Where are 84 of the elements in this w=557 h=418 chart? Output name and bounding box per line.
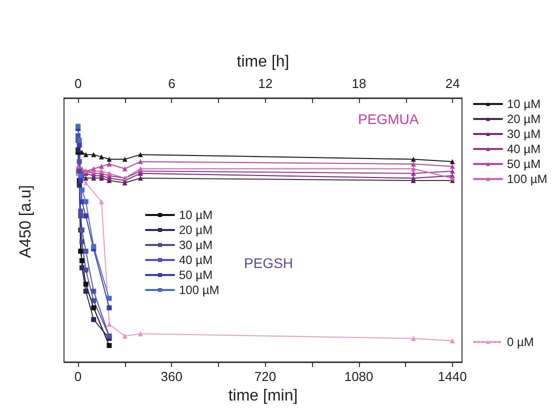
x-axis-title: time [min]	[228, 388, 298, 404]
annotation: PEGSH	[244, 255, 294, 271]
point	[79, 265, 84, 270]
point	[83, 282, 88, 287]
point	[76, 133, 81, 138]
legend-label: 50 µM	[507, 157, 541, 171]
legend-label: 10 µM	[507, 97, 541, 111]
point	[76, 159, 82, 164]
point	[410, 170, 416, 176]
x-tick-label: 1080	[344, 369, 374, 384]
x2-tick-label: 18	[352, 76, 366, 91]
legend-label: 100 µM	[179, 283, 220, 297]
legend-label: 30 µM	[507, 127, 541, 141]
y-axis-title: A450 [a.u]	[18, 184, 34, 258]
point	[83, 268, 88, 273]
point	[138, 166, 143, 172]
point	[91, 288, 96, 294]
point	[76, 142, 82, 148]
legend-label: 10 µM	[179, 208, 213, 222]
legend-label: 40 µM	[179, 253, 213, 267]
point	[78, 213, 84, 218]
point	[83, 176, 88, 181]
point	[410, 166, 416, 172]
point	[106, 170, 112, 176]
point	[450, 159, 455, 164]
point	[79, 258, 84, 264]
x2-axis-title: time [h]	[236, 54, 290, 70]
point	[106, 305, 112, 310]
point	[83, 199, 88, 204]
point	[83, 152, 88, 158]
point	[98, 164, 104, 169]
x-tick-label: 360	[160, 369, 182, 384]
x-tick-label: 0	[74, 369, 82, 384]
point	[450, 176, 455, 181]
x2-tick-label: 24	[445, 76, 460, 91]
point	[83, 213, 88, 218]
point	[98, 199, 104, 204]
legend-label: 20 µM	[507, 112, 541, 126]
point	[138, 176, 143, 181]
point	[83, 180, 88, 186]
point	[91, 298, 96, 304]
point	[78, 208, 84, 214]
x2-tick-label: 0	[74, 76, 82, 91]
point	[138, 152, 143, 158]
point	[410, 162, 416, 166]
point	[83, 288, 88, 294]
point	[106, 343, 112, 348]
point	[106, 162, 112, 166]
point	[450, 338, 455, 344]
legend-label: 0 µM	[507, 335, 534, 349]
point	[91, 305, 96, 310]
point	[410, 156, 416, 162]
point	[91, 152, 96, 158]
legend-label: 100 µM	[507, 172, 548, 186]
point	[106, 296, 112, 301]
point	[410, 336, 416, 341]
point	[450, 168, 455, 174]
point	[76, 124, 81, 129]
x-tick-label: 720	[254, 369, 276, 384]
point	[91, 244, 96, 249]
point	[106, 156, 112, 162]
point	[122, 156, 128, 162]
point	[98, 154, 104, 160]
x2-tick-label: 6	[168, 76, 176, 91]
point	[106, 322, 112, 327]
x-tick-label: 1440	[438, 369, 467, 384]
point	[76, 182, 82, 188]
legend-label: 40 µM	[507, 142, 541, 156]
point	[122, 334, 128, 339]
point	[79, 239, 84, 244]
point	[410, 176, 416, 181]
point	[79, 187, 84, 192]
x2-tick-label: 12	[258, 76, 273, 91]
point	[83, 248, 88, 254]
legend-label: 20 µM	[179, 223, 213, 237]
legend-label: 30 µM	[179, 238, 213, 252]
annotation: PEGMUA	[358, 111, 420, 127]
point	[138, 331, 143, 336]
point	[78, 248, 84, 254]
point	[450, 164, 455, 169]
point	[138, 159, 143, 164]
point	[91, 317, 96, 322]
point	[122, 166, 128, 172]
legend-label: 50 µM	[179, 268, 213, 282]
